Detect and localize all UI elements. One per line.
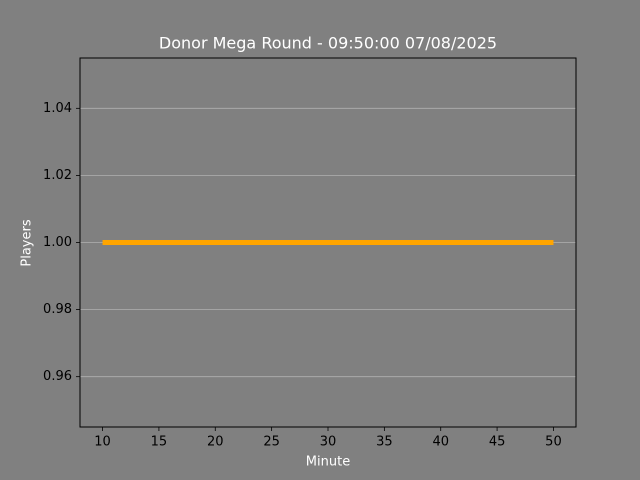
chart-title: Donor Mega Round - 09:50:00 07/08/2025	[159, 34, 497, 53]
x-tick-label: 20	[207, 435, 224, 450]
x-axis-label: Minute	[306, 455, 350, 470]
x-tick-label: 25	[263, 435, 280, 450]
y-tick-label: 1.00	[43, 235, 72, 250]
x-tick-label: 10	[94, 435, 111, 450]
x-tick-label: 40	[432, 435, 449, 450]
y-tick-label: 1.02	[43, 168, 72, 183]
y-tick-label: 0.98	[43, 302, 72, 317]
x-tick-label: 45	[489, 435, 506, 450]
x-tick-label: 15	[151, 435, 168, 450]
axes-frame	[79, 57, 577, 428]
x-tick-label: 30	[320, 435, 337, 450]
y-tick-label: 0.96	[43, 369, 72, 384]
y-axis-label: Players	[20, 219, 35, 266]
x-tick-label: 50	[545, 435, 562, 450]
y-tick-label: 1.04	[43, 101, 72, 116]
x-tick-label: 35	[376, 435, 393, 450]
